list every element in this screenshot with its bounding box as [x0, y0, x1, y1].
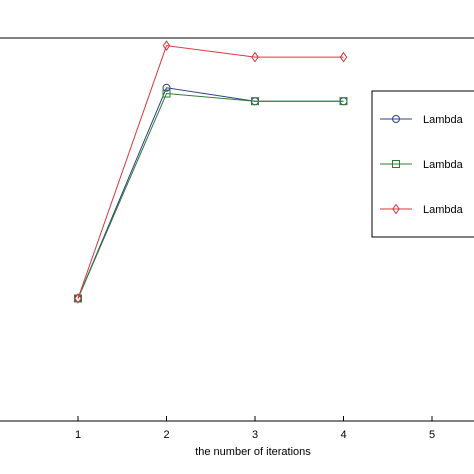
legend-entry: Lambda: [380, 159, 464, 171]
x-axis-label: the number of iterations: [195, 446, 311, 458]
legend-marker: [392, 115, 400, 123]
data-point: [162, 40, 171, 52]
legend-label: Lambda: [423, 204, 464, 216]
legend-entry: Lambda: [380, 203, 464, 216]
data-point: [162, 89, 171, 98]
data-point: [162, 83, 171, 92]
x-axis-ticks: 1 2 3 4 5: [75, 416, 435, 441]
x-tick-label: 2: [163, 429, 169, 441]
legend: Lambda Lambda Lambda: [371, 90, 474, 238]
series-3: [74, 40, 348, 304]
legend-marker: [392, 160, 400, 168]
x-tick-label: 1: [75, 429, 81, 441]
data-point: [74, 293, 82, 304]
series-layer: [74, 40, 348, 304]
legend-entry: Lambda: [380, 114, 464, 126]
x-tick-label: 3: [252, 429, 258, 441]
legend-marker: [392, 203, 400, 215]
x-tick-label: 5: [429, 429, 435, 441]
legend-label: Lambda: [423, 114, 464, 126]
data-point: [251, 51, 259, 63]
legend-label: Lambda: [423, 159, 464, 171]
data-point: [339, 51, 348, 63]
x-tick-label: 4: [340, 429, 346, 441]
data-point: [339, 97, 348, 106]
data-point: [251, 97, 259, 106]
series-line: [77, 93, 344, 299]
series-line: [77, 45, 344, 299]
